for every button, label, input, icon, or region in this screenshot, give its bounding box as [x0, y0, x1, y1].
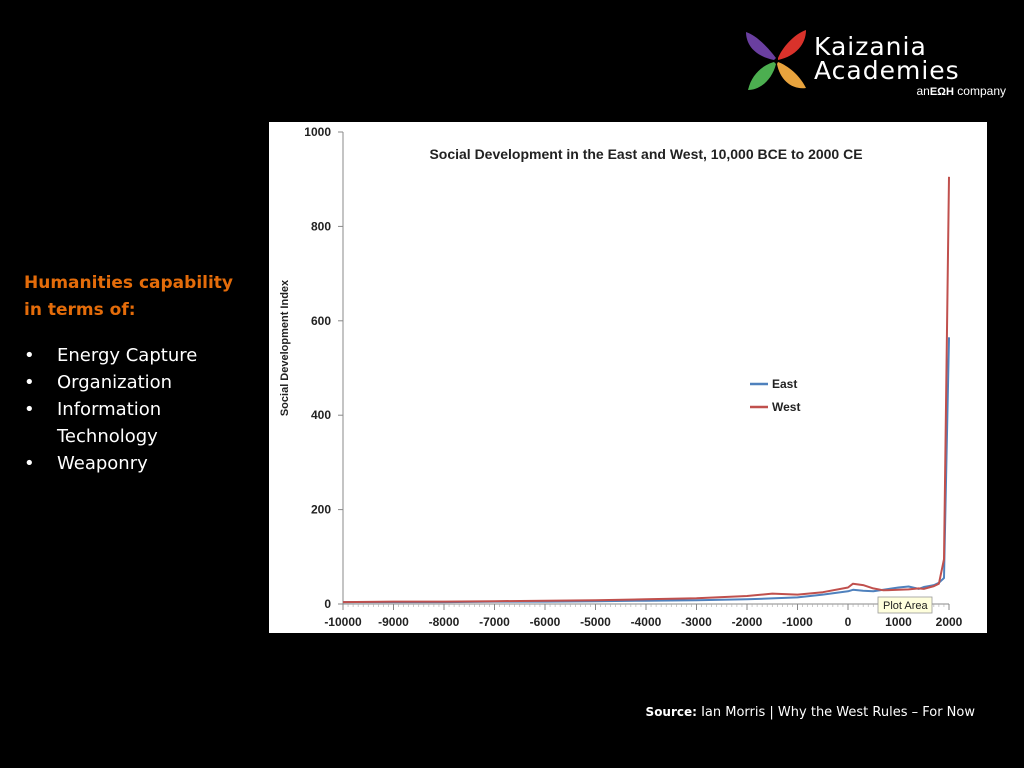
x-tick-label: -8000: [429, 615, 460, 629]
source-citation: Source: Ian Morris | Why the West Rules …: [646, 705, 975, 720]
logo-name-line1: Kaizania: [814, 32, 927, 61]
logo-petal: [777, 62, 806, 89]
bullet-list: Energy Capture Organization Information …: [24, 342, 264, 477]
plot-area-tooltip: Plot Area: [883, 600, 929, 612]
logo-name-line2: Academies: [814, 56, 960, 85]
chart-panel: 0 200 400 600 800 1000 -10000 -9000 -8000 -7000 -6…: [269, 122, 987, 633]
y-tick-label: 400: [311, 408, 331, 422]
bullet-item: Organization: [24, 369, 264, 396]
plot-area-tooltip-box: [877, 596, 933, 614]
chart-title: Social Development in the East and West,…: [429, 146, 862, 162]
flower-logo-icon: [746, 30, 806, 90]
x-tick-label: -10000: [324, 615, 362, 629]
company-logo: Kaizania Academies anΕΩΗ company: [744, 28, 1008, 100]
legend-label: East: [772, 377, 797, 391]
bullet-item: Energy Capture: [24, 342, 264, 369]
sidebar-text: Humanities capability in terms of: Energ…: [24, 270, 264, 477]
legend-label: West: [772, 400, 800, 414]
logo-tagline-suffix: company: [957, 84, 1006, 98]
bullet-item: Weaponry: [24, 450, 264, 477]
x-tick-label: 2000: [936, 615, 963, 629]
logo-tagline-brand: ΕΩΗ: [929, 86, 954, 98]
x-tick-label: -5000: [580, 615, 611, 629]
x-tick-label: -4000: [631, 615, 662, 629]
x-tick-label: -6000: [530, 615, 561, 629]
logo-tagline-prefix: an: [916, 84, 930, 98]
y-tick-label: 0: [324, 597, 331, 611]
series-line-west: [342, 176, 950, 604]
y-tick-label: 600: [311, 314, 331, 328]
y-axis-title: Social Development Index: [279, 279, 291, 416]
y-tick-label: 200: [311, 503, 331, 517]
logo-petal: [748, 62, 776, 90]
x-tick-label: -1000: [782, 615, 813, 629]
y-tick-label: 800: [311, 219, 331, 233]
series-line-east: [343, 337, 950, 604]
y-tick-label: 1000: [304, 125, 331, 139]
sidebar-title: Humanities capability in terms of:: [24, 273, 234, 320]
source-text: Ian Morris | Why the West Rules – For No…: [701, 705, 975, 720]
x-tick-label: -3000: [681, 615, 712, 629]
x-tick-label: -7000: [479, 615, 510, 629]
x-tick-label: 0: [845, 615, 852, 629]
logo-petal: [746, 32, 776, 60]
x-tick-label: -2000: [732, 615, 763, 629]
source-label: Source:: [645, 705, 697, 719]
logo-tagline: anΕΩΗ company: [916, 84, 1006, 98]
x-tick-label: 1000: [885, 615, 912, 629]
x-tick-label: -9000: [378, 615, 409, 629]
logo-petal: [778, 30, 806, 60]
bullet-item: Information Technology: [24, 396, 197, 450]
